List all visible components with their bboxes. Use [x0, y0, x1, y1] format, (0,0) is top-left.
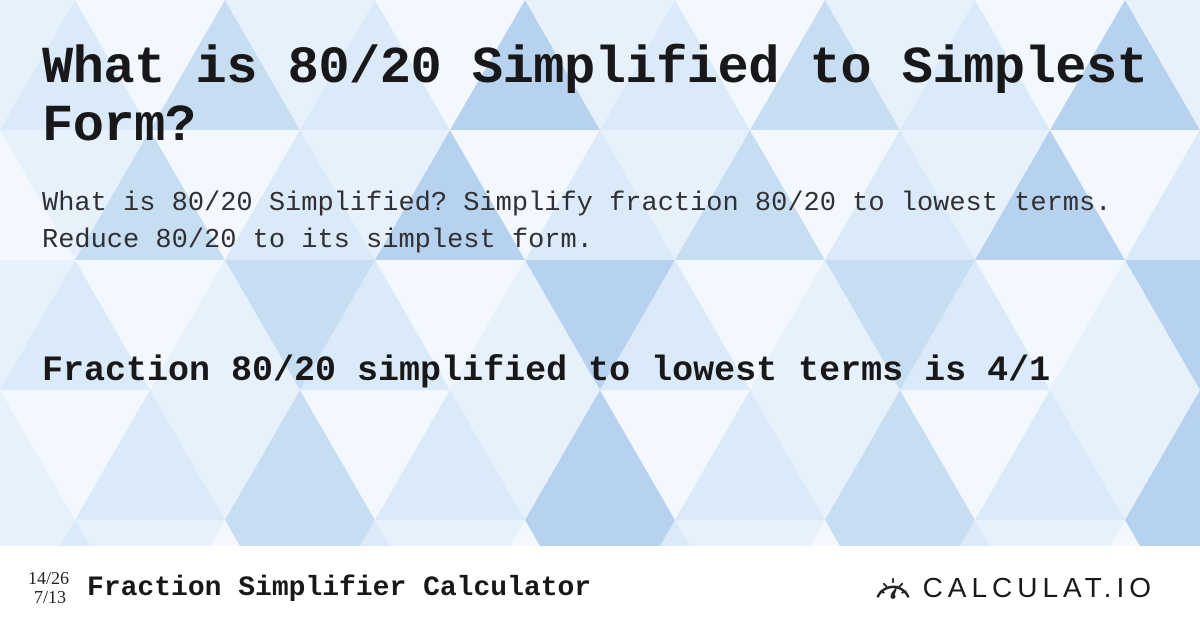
page-description: What is 80/20 Simplified? Simplify fract…	[42, 186, 1158, 259]
footer-bar: 14/26 7/13 Fraction Simplifier Calculato…	[0, 546, 1200, 630]
brand: CALCULAT.IO	[873, 568, 1156, 608]
fraction-icon: 14/26 7/13	[28, 569, 69, 607]
fraction-icon-bottom: 7/13	[28, 588, 69, 607]
brand-text: CALCULAT.IO	[923, 572, 1156, 604]
main-content: What is 80/20 Simplified to Simplest For…	[0, 0, 1200, 546]
fraction-icon-top: 14/26	[28, 569, 69, 588]
answer-heading: Fraction 80/20 simplified to lowest term…	[42, 349, 1158, 394]
footer-left: 14/26 7/13 Fraction Simplifier Calculato…	[28, 569, 591, 607]
speedometer-icon	[873, 568, 913, 608]
tool-name: Fraction Simplifier Calculator	[87, 573, 591, 604]
page-title: What is 80/20 Simplified to Simplest For…	[42, 40, 1158, 156]
